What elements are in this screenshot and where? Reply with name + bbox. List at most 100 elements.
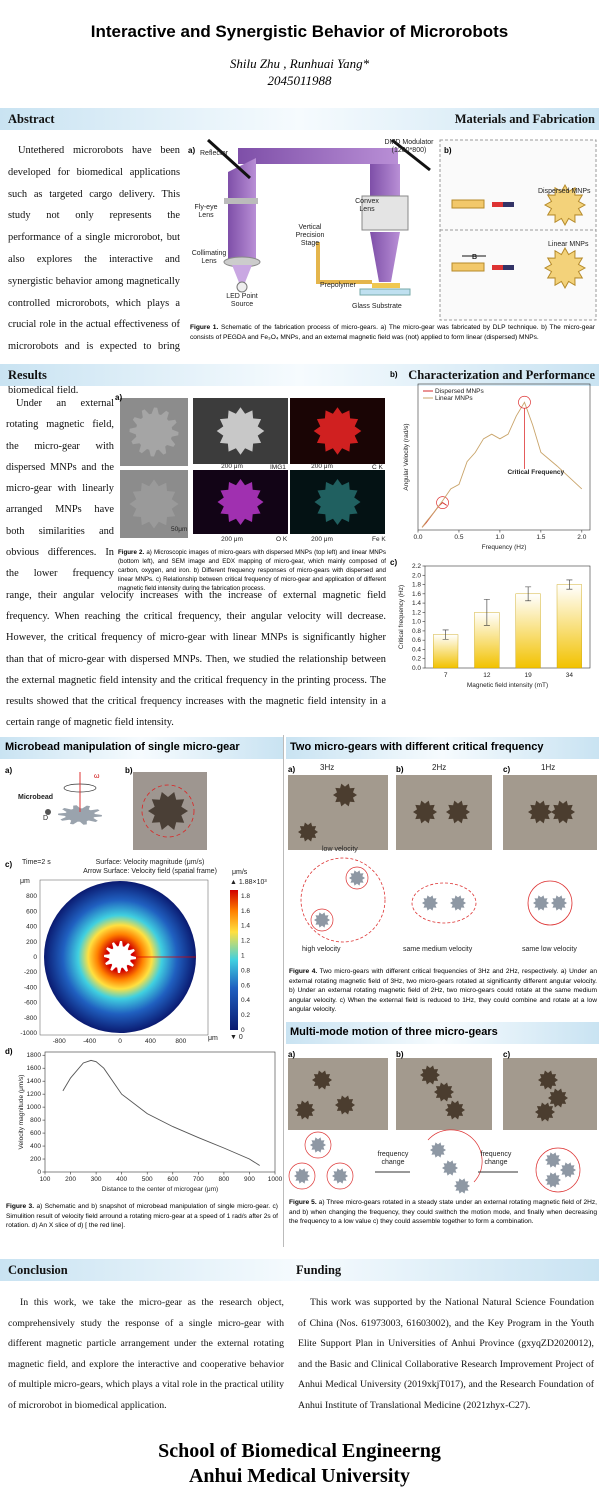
error-bar [442,629,449,640]
glass [359,288,411,296]
colorbar-label: 0.8 [241,967,250,974]
panel-label: a) [188,146,196,155]
caption-label: Figure 2. [118,549,145,556]
legend-label: Linear MNPs [435,395,473,402]
panel-label: a) [5,766,13,775]
panel-label: b) [396,1050,404,1059]
panel-label: c) [5,860,13,869]
magnet [492,265,503,270]
y-tick-label: 200 [30,1156,41,1163]
label: low velocity [322,846,358,853]
colorbar-label: 1.6 [241,908,250,915]
trajectory [304,1131,332,1159]
colorbar-label: 0 [241,1027,245,1034]
divider [283,735,284,1247]
label: ▼ 0 [230,1034,243,1041]
gear [148,792,188,830]
section-band [0,737,283,759]
panel-label: c) [390,558,398,567]
plot-frame [424,565,591,669]
caption-text: Schematic of the fabrication process of … [190,324,595,341]
photo [503,1058,597,1130]
trajectory [535,1147,581,1193]
label: Linear MNPs [548,241,589,248]
caption: Figure 5. a) Three micro-gears rotated i… [289,1198,597,1227]
panel-label: c) [503,1050,511,1059]
panel-label: d) [5,1047,13,1056]
y-tick-label: 0.2 [412,656,421,663]
beam [370,232,400,282]
gear [560,1162,576,1178]
gear [422,895,438,911]
scale-bar-label: 200 μm [221,536,243,543]
gear [104,941,136,973]
gear [543,246,587,290]
x-tick-label: 0.5 [454,534,463,541]
x-tick-label: -800 [53,1038,66,1045]
scale-bar-label: 200 μm [311,536,333,543]
colorbar-label: 1.8 [241,893,250,900]
heading: Multi-mode motion of three micro-gears [290,1026,498,1038]
gear [332,1168,348,1184]
x-tick-label: 600 [167,1176,178,1183]
x-axis-label: Frequency (Hz) [482,544,527,551]
label: frequency change [480,1151,512,1167]
section-band [286,1022,599,1044]
footer-line: Anhui Medical University [188,1465,411,1487]
label: same medium velocity [403,946,473,953]
y-tick-label: 0.6 [412,637,421,644]
x-tick-label: 0.0 [413,534,422,541]
label: Collimating Lens [191,250,227,266]
gear [420,1065,440,1085]
plot-frame [39,879,209,1036]
trajectory [527,880,573,926]
y-tick-label: 0.4 [412,646,421,653]
x-tick-label: 100 [40,1176,51,1183]
title: Interactive and Synergistic Behavior of … [90,22,509,41]
trajectory [300,857,386,943]
led [236,281,248,293]
label: DMD Modulator (1280*800) [384,139,434,155]
colorbar-label: 0.6 [241,982,250,989]
x-tick-label: 34 [566,672,574,679]
label: ▲ 1.88×10³ [230,879,267,886]
gear [543,183,587,227]
x-tick-label: 700 [193,1176,204,1183]
x-tick-label: -400 [83,1038,96,1045]
caption-text: a) Three micro-gears rotated in a steady… [289,1199,597,1226]
caption-text: Two micro-gears with different critical … [289,968,597,1014]
results-block: Under an external rotating magnetic fiel… [6,393,386,734]
fly-eye-lens [224,198,258,204]
x-tick-label: 400 [145,1038,156,1045]
plot-frame [44,1051,276,1173]
y-tick-label: 1.8 [412,582,421,589]
caption-label: Figure 3. [6,1203,35,1210]
heading: Materials and Fabrication [454,112,595,126]
label: Dispersed MNPs [538,188,591,195]
abstract-text: Untethered microrobots have been develop… [8,145,180,396]
beam [370,164,400,198]
y-tick-label: 1600 [27,1065,42,1072]
beam [228,158,256,262]
heading: Microbead manipulation of single micro-g… [5,741,240,753]
figure-1 [206,138,597,321]
label: frequency change [377,1151,409,1167]
gear [333,783,357,807]
caption-label: Figure 4. [289,968,318,975]
beam [238,148,398,164]
heading: Two micro-gears with different critical … [290,741,544,753]
label: 2Hz [432,763,447,772]
peak-marker [436,496,449,509]
label: 50μm [171,526,187,533]
heading: Abstract [8,112,55,126]
colorbar-label: 1.4 [241,923,250,930]
bar [433,634,459,669]
gear [217,479,264,525]
x-tick-label: 1000 [268,1176,283,1183]
y-tick-label: 800 [26,893,37,900]
label: same low velocity [522,946,577,953]
label: O K [276,536,288,543]
section-band [0,364,599,386]
